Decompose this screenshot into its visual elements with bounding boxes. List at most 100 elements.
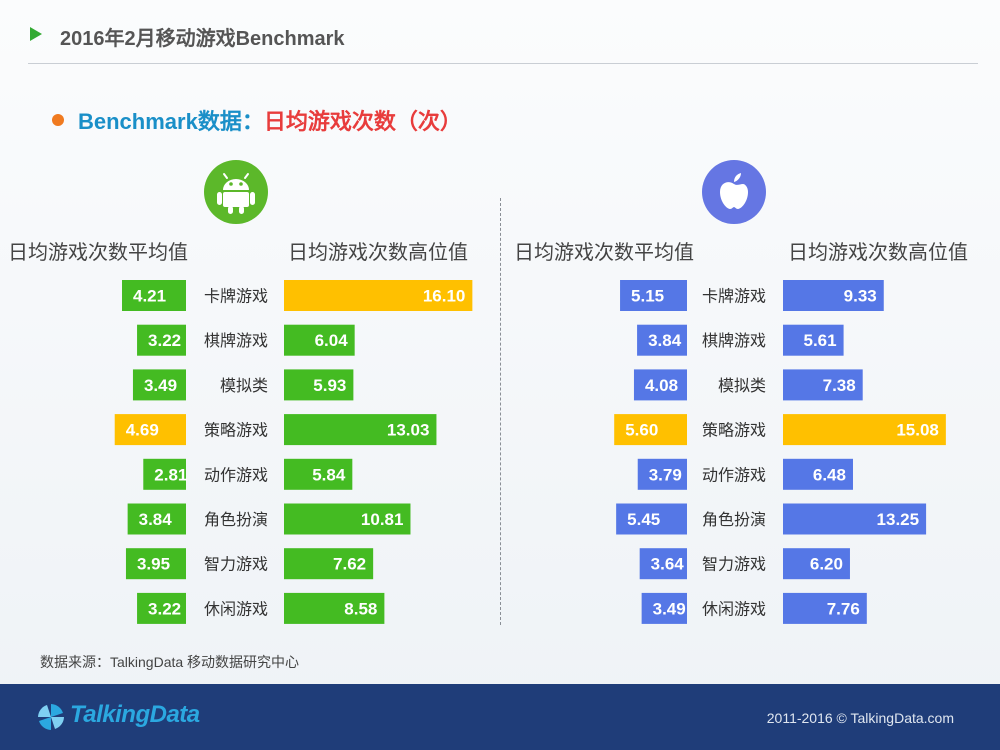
ios-avg-label-4: 3.79: [649, 465, 682, 484]
ios-high-label-4: 6.48: [813, 465, 846, 484]
android-avg-bar-4: [143, 458, 186, 490]
android-avg-label-0: 4.21: [133, 287, 166, 306]
android-high-bar-2: [284, 369, 354, 401]
ios-avg-bar-3: [614, 414, 687, 446]
ios-high-bar-0: [783, 280, 884, 311]
header-divider: [28, 63, 978, 64]
android-avg-bar-6: [125, 548, 186, 580]
footer: TalkingData 2011-2016 © TalkingData.com: [0, 684, 1000, 750]
section-title-highlight: 日均游戏次数（次）: [263, 109, 462, 134]
brand-pinwheel-icon: [38, 704, 64, 730]
ios-avg-bar-1: [637, 324, 687, 356]
android-high-bar-1: [284, 324, 355, 356]
ios-category-label-6: 智力游戏: [702, 556, 766, 574]
ios-avg-label-0: 5.15: [631, 287, 664, 306]
ios-avg-bar-2: [633, 369, 687, 401]
section-title-lead: Benchmark数据：: [78, 109, 264, 134]
android-category-label-0: 卡牌游戏: [204, 288, 268, 306]
page-title: 2016年2月移动游戏Benchmark: [60, 28, 345, 50]
android-avg-bar-7: [137, 592, 186, 624]
ios-category-label-5: 角色扮演: [702, 511, 766, 529]
ios-high-label-2: 7.38: [823, 376, 856, 395]
ios-category-label-7: 休闲游戏: [702, 600, 766, 618]
ios-avg-label-3: 5.60: [625, 421, 658, 440]
ios-high-label-7: 7.76: [827, 599, 860, 618]
ios-high-bar-1: [783, 324, 844, 356]
ios-category-label-1: 棋牌游戏: [702, 332, 766, 350]
android-category-label-7: 休闲游戏: [204, 600, 268, 618]
ios-avg-bar-0: [620, 280, 687, 311]
android-avg-label-4: 2.81: [154, 465, 187, 484]
bullet-dot-icon: [52, 114, 64, 126]
android-category-label-4: 动作游戏: [204, 466, 268, 484]
android-high-label-4: 5.84: [312, 465, 346, 484]
ios-category-label-2: 模拟类: [718, 377, 766, 395]
android-high-label-0: 16.10: [423, 287, 466, 306]
ios-category-label-0: 卡牌游戏: [702, 288, 766, 306]
android-category-label-3: 策略游戏: [204, 422, 268, 440]
android-high-label-6: 7.62: [333, 555, 366, 574]
android-high-label-1: 6.04: [315, 331, 349, 350]
ios-high-bar-7: [783, 592, 867, 624]
android-avg-label-6: 3.95: [137, 555, 170, 574]
android-avg-bar-2: [132, 369, 186, 401]
android-category-label-5: 角色扮演: [204, 511, 268, 529]
ios-avg-label-7: 3.49: [653, 599, 686, 618]
android-high-label-7: 8.58: [344, 599, 377, 618]
android-category-label-1: 棋牌游戏: [204, 332, 268, 350]
android-category-label-2: 模拟类: [220, 377, 268, 395]
ios-high-bar-5: [783, 503, 927, 535]
play-triangle-icon: [30, 27, 42, 41]
ios-avg-bar-7: [641, 592, 687, 624]
apple-logo-icon: [702, 160, 766, 224]
ios-high-label-3: 15.08: [896, 421, 939, 440]
android-logo-icon: [204, 160, 268, 224]
android-high-header: 日均游戏次数高位值: [288, 242, 468, 264]
android-avg-bar-1: [137, 324, 186, 356]
ios-avg-header: 日均游戏次数平均值: [514, 242, 694, 264]
ios-high-label-0: 9.33: [844, 287, 877, 306]
android-avg-bar-5: [127, 503, 186, 535]
ios-avg-bar-5: [616, 503, 687, 535]
android-avg-bar-0: [122, 280, 186, 311]
android-high-label-5: 10.81: [361, 510, 404, 529]
android-avg-bar-3: [114, 414, 186, 446]
android-high-bar-4: [284, 458, 353, 490]
header: 2016年2月移动游戏Benchmark: [0, 0, 1000, 64]
android-avg-header: 日均游戏次数平均值: [8, 242, 188, 264]
section-title: Benchmark数据：日均游戏次数（次）: [52, 104, 462, 136]
android-avg-label-5: 3.84: [139, 510, 173, 529]
ios-high-header: 日均游戏次数高位值: [788, 242, 968, 264]
android-high-bar-7: [284, 592, 385, 624]
android-high-bar-6: [284, 548, 374, 580]
data-source-note: 数据来源：TalkingData 移动数据研究中心: [40, 654, 300, 670]
android-avg-label-3: 4.69: [126, 421, 159, 440]
ios-avg-bar-4: [637, 458, 687, 490]
android-avg-label-7: 3.22: [148, 599, 181, 618]
ios-high-bar-2: [783, 369, 863, 401]
ios-category-label-3: 策略游戏: [702, 422, 766, 440]
copyright: 2011-2016 © TalkingData.com: [766, 710, 954, 726]
ios-high-label-1: 5.61: [803, 331, 836, 350]
android-high-bar-5: [284, 503, 411, 535]
android-avg-label-1: 3.22: [148, 331, 181, 350]
brand-name: TalkingData: [70, 701, 200, 728]
ios-avg-label-2: 4.08: [645, 376, 678, 395]
android-high-label-2: 5.93: [313, 376, 346, 395]
ios-avg-bar-6: [639, 548, 687, 580]
ios-high-bar-6: [783, 548, 850, 580]
ios-avg-label-6: 3.64: [651, 555, 685, 574]
android-high-label-3: 13.03: [387, 421, 430, 440]
android-avg-label-2: 3.49: [144, 376, 177, 395]
android-high-bar-0: [284, 280, 473, 311]
android-category-label-6: 智力游戏: [204, 556, 268, 574]
ios-avg-label-5: 5.45: [627, 510, 660, 529]
ios-high-label-5: 13.25: [877, 510, 920, 529]
ios-high-bar-3: [783, 414, 946, 446]
ios-high-label-6: 6.20: [810, 555, 843, 574]
android-high-bar-3: [284, 414, 437, 446]
platform-divider: [500, 198, 501, 625]
ios-high-bar-4: [783, 458, 853, 490]
ios-avg-label-1: 3.84: [648, 331, 682, 350]
